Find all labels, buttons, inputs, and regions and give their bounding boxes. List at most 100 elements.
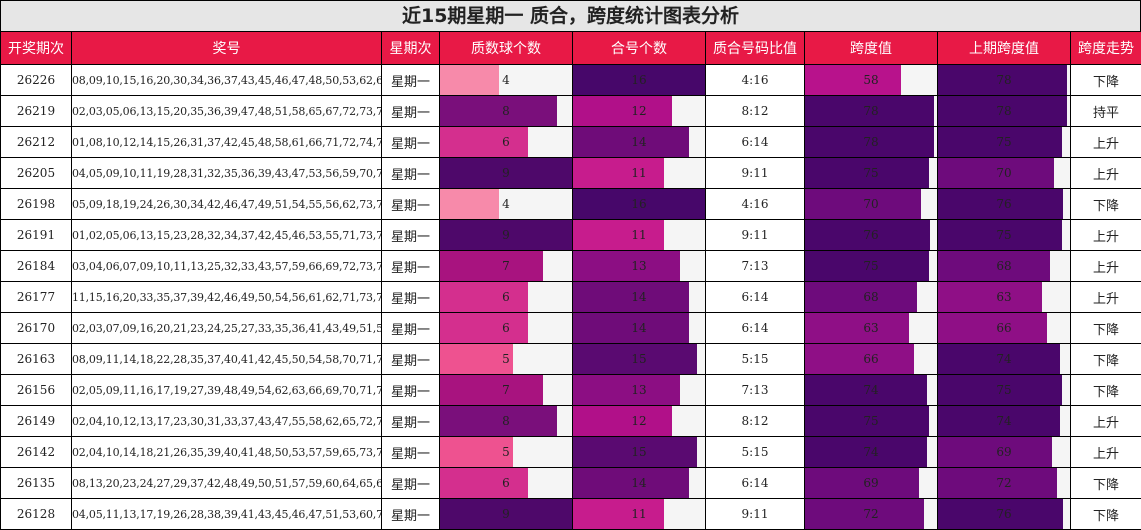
- period-cell: 26191: [0, 219, 72, 251]
- span-cell-label: 75: [863, 414, 879, 428]
- trend-cell: 下降: [1070, 498, 1141, 530]
- prev-span-cell: 72: [937, 467, 1071, 499]
- composite-count-cell-bar: [573, 344, 697, 374]
- weekday-cell: 星期一: [381, 126, 440, 158]
- span-cell: 68: [804, 281, 938, 313]
- table-row: 26156 02,05,09,11,16,17,19,27,39,48,49,54…: [0, 374, 1141, 406]
- table-row: 26198 05,09,18,19,24,26,30,34,42,46,47,49…: [0, 188, 1141, 220]
- composite-count-cell: 12: [572, 405, 706, 437]
- trend-cell: 持平: [1070, 95, 1141, 127]
- composite-count-cell: 16: [572, 64, 706, 96]
- span-cell-label: 75: [863, 259, 879, 273]
- table-row: 26149 02,04,10,12,13,17,23,30,31,33,37,43…: [0, 405, 1141, 437]
- header-period: 开奖期次: [0, 31, 72, 65]
- ratio-cell: 7:13: [705, 374, 805, 406]
- composite-count-cell-bar: [573, 158, 664, 188]
- composite-count-cell: 15: [572, 436, 706, 468]
- composite-count-cell: 14: [572, 126, 706, 158]
- prime-count-cell-bar: [440, 220, 572, 250]
- prime-count-cell-label: 7: [502, 259, 510, 273]
- prime-count-cell: 7: [439, 374, 573, 406]
- span-cell-label: 70: [863, 197, 879, 211]
- span-cell-label: 66: [863, 352, 879, 366]
- prev-span-cell-bar: [938, 220, 1062, 250]
- prev-span-cell-bar: [938, 406, 1061, 436]
- span-cell-bar: [805, 406, 929, 436]
- header-prime-count: 质数球个数: [439, 31, 573, 65]
- period-cell: 26170: [0, 312, 72, 344]
- prev-span-cell: 76: [937, 498, 1071, 530]
- prime-count-cell: 8: [439, 95, 573, 127]
- prime-count-cell-label: 5: [502, 352, 510, 366]
- ratio-cell: 6:14: [705, 126, 805, 158]
- composite-count-cell-label: 15: [631, 445, 647, 459]
- numbers-cell: 08,09,11,14,18,22,28,35,37,40,41,42,45,5…: [71, 343, 382, 375]
- ratio-cell: 4:16: [705, 188, 805, 220]
- composite-count-cell-label: 14: [631, 135, 647, 149]
- period-cell: 26142: [0, 436, 72, 468]
- composite-count-cell-bar: [573, 313, 689, 343]
- composite-count-cell-bar: [573, 220, 664, 250]
- prev-span-cell: 75: [937, 126, 1071, 158]
- period-cell: 26205: [0, 157, 72, 189]
- prime-count-cell-label: 6: [502, 135, 510, 149]
- table-row: 26184 03,04,06,07,09,10,11,13,25,32,33,43…: [0, 250, 1141, 282]
- span-cell-bar: [805, 189, 921, 219]
- span-cell-bar: [805, 313, 909, 343]
- composite-count-cell-label: 11: [631, 507, 647, 521]
- composite-count-cell: 13: [572, 250, 706, 282]
- composite-count-cell-label: 16: [631, 73, 647, 87]
- span-cell-label: 68: [863, 290, 879, 304]
- header-ratio: 质合号码比值: [705, 31, 805, 65]
- prev-span-cell-bar: [938, 344, 1061, 374]
- composite-count-cell-label: 14: [631, 476, 647, 490]
- period-cell: 26212: [0, 126, 72, 158]
- span-cell-bar: [805, 251, 929, 281]
- prev-span-cell-label: 69: [996, 445, 1012, 459]
- header-composite-count: 合号个数: [572, 31, 706, 65]
- numbers-cell: 01,02,05,06,13,15,23,28,32,34,37,42,45,4…: [71, 219, 382, 251]
- prev-span-cell-bar: [938, 251, 1051, 281]
- prime-count-cell-label: 9: [502, 228, 510, 242]
- prime-count-cell-bar: [440, 406, 558, 436]
- ratio-cell: 8:12: [705, 95, 805, 127]
- span-cell-label: 74: [863, 445, 879, 459]
- prime-count-cell: 6: [439, 281, 573, 313]
- span-cell-bar: [805, 437, 928, 467]
- prime-count-cell: 9: [439, 219, 573, 251]
- prime-count-cell-label: 9: [502, 166, 510, 180]
- header-span: 跨度值: [804, 31, 938, 65]
- composite-count-cell-bar: [573, 127, 689, 157]
- span-cell: 74: [804, 436, 938, 468]
- prime-count-cell: 5: [439, 343, 573, 375]
- span-cell-label: 63: [863, 321, 879, 335]
- weekday-cell: 星期一: [381, 405, 440, 437]
- prime-count-cell-bar: [440, 468, 528, 498]
- prev-span-cell: 76: [937, 188, 1071, 220]
- prev-span-cell-label: 78: [996, 104, 1012, 118]
- period-cell: 26198: [0, 188, 72, 220]
- period-cell: 26149: [0, 405, 72, 437]
- period-cell: 26177: [0, 281, 72, 313]
- composite-count-cell-bar: [573, 65, 705, 95]
- span-cell: 78: [804, 126, 938, 158]
- prime-count-cell: 9: [439, 157, 573, 189]
- prime-count-cell-label: 8: [502, 104, 510, 118]
- prime-count-cell-label: 9: [502, 507, 510, 521]
- composite-count-cell-label: 14: [631, 290, 647, 304]
- ratio-cell: 6:14: [705, 467, 805, 499]
- ratio-cell: 4:16: [705, 64, 805, 96]
- prime-count-cell-label: 5: [502, 445, 510, 459]
- composite-count-cell-bar: [573, 499, 664, 529]
- weekday-cell: 星期一: [381, 250, 440, 282]
- ratio-cell: 9:11: [705, 498, 805, 530]
- weekday-cell: 星期一: [381, 188, 440, 220]
- weekday-cell: 星期一: [381, 343, 440, 375]
- composite-count-cell-bar: [573, 189, 705, 219]
- composite-count-cell-bar: [573, 96, 672, 126]
- numbers-cell: 04,05,09,10,11,19,28,31,32,35,36,39,43,4…: [71, 157, 382, 189]
- numbers-cell: 05,09,18,19,24,26,30,34,42,46,47,49,51,5…: [71, 188, 382, 220]
- prime-count-cell-label: 7: [502, 383, 510, 397]
- trend-cell: 上升: [1070, 219, 1141, 251]
- period-cell: 26226: [0, 64, 72, 96]
